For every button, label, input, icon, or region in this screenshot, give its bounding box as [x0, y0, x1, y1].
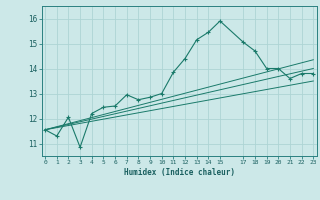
X-axis label: Humidex (Indice chaleur): Humidex (Indice chaleur)	[124, 168, 235, 177]
